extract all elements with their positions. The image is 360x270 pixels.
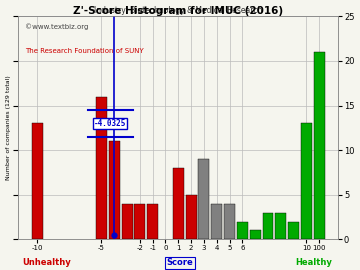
Text: ©www.textbiz.org: ©www.textbiz.org [24, 23, 88, 30]
Text: Score: Score [167, 258, 193, 267]
Bar [186, 195, 197, 239]
Bar [237, 222, 248, 239]
Bar [198, 159, 210, 239]
Bar [96, 97, 107, 239]
Bar [134, 204, 145, 239]
Bar [275, 212, 286, 239]
Bar [224, 204, 235, 239]
Text: The Research Foundation of SUNY: The Research Foundation of SUNY [24, 48, 143, 53]
Bar [109, 141, 120, 239]
Bar [211, 204, 222, 239]
Text: Industry: Biotechnology & Medical Research: Industry: Biotechnology & Medical Resear… [94, 6, 262, 15]
Y-axis label: Number of companies (129 total): Number of companies (129 total) [5, 76, 10, 180]
Text: Healthy: Healthy [295, 258, 332, 267]
Bar [288, 222, 299, 239]
Bar [262, 212, 273, 239]
Bar [301, 123, 312, 239]
Text: -4.0325: -4.0325 [94, 119, 126, 128]
Text: Unhealthy: Unhealthy [22, 258, 71, 267]
Bar [173, 168, 184, 239]
Bar [147, 204, 158, 239]
Bar [122, 204, 132, 239]
Bar [250, 231, 261, 239]
Title: Z'-Score Histogram for IMUC (2016): Z'-Score Histogram for IMUC (2016) [73, 6, 283, 16]
Bar [314, 52, 325, 239]
Bar [32, 123, 43, 239]
